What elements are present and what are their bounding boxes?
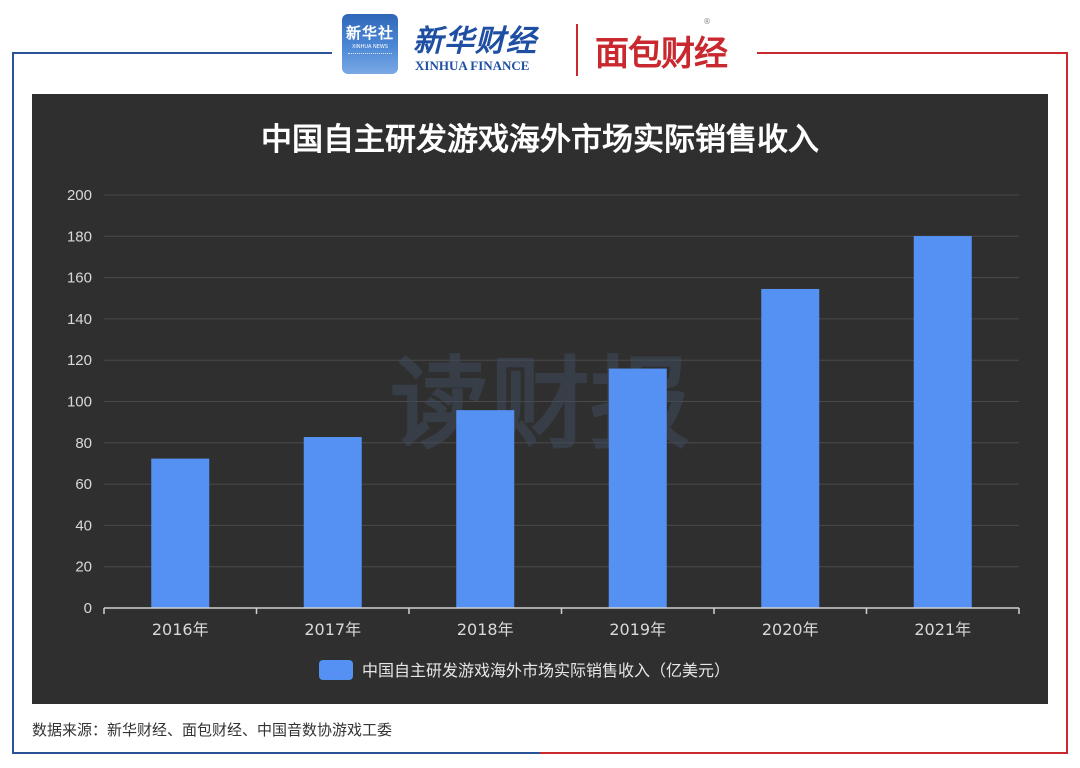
bar[interactable] <box>913 236 972 608</box>
network-dots-icon <box>348 53 392 68</box>
bar[interactable] <box>761 288 820 608</box>
header-logos: 新华社 XINHUA NEWS 新华财经 XINHUA FINANCE 面包财经… <box>335 10 755 80</box>
y-tick-label: 120 <box>67 352 92 369</box>
registered-mark: ® <box>703 17 711 26</box>
y-tick-label: 0 <box>84 600 92 617</box>
logo-divider <box>576 24 578 76</box>
x-tick-label: 2020年 <box>762 620 819 639</box>
x-tick-label: 2017年 <box>304 620 361 639</box>
frame-bottom-left <box>12 752 540 754</box>
frame-top-left <box>12 52 332 54</box>
bar[interactable] <box>303 437 362 608</box>
y-tick-label: 100 <box>67 394 92 411</box>
mianbao-finance-logo: 面包财经 <box>595 34 728 74</box>
y-tick-label: 60 <box>75 476 92 493</box>
frame-right-vertical <box>1066 52 1068 754</box>
x-tick-label: 2016年 <box>152 620 209 639</box>
xinhua-finance-logo-cn: 新华财经 <box>413 24 537 59</box>
legend-swatch <box>319 660 353 680</box>
y-tick-label: 140 <box>67 311 92 328</box>
x-tick-label: 2019年 <box>609 620 666 639</box>
frame-top-right <box>757 52 1067 54</box>
legend-label: 中国自主研发游戏海外市场实际销售收入（亿美元） <box>362 661 730 680</box>
chart-panel: 读财报 0 20 40 60 80 100 120 140 160 180 200 2016年 2017… <box>32 94 1048 704</box>
axes: 0 20 40 60 80 100 120 140 160 180 200 2016年 2017年 201… <box>67 187 1020 639</box>
y-tick-label: 160 <box>67 270 92 287</box>
bars <box>151 236 972 608</box>
xinhua-badge-subtext: XINHUA NEWS <box>351 44 389 50</box>
frame-left-vertical <box>12 52 14 754</box>
xinhua-badge-text: 新华社 <box>345 24 394 42</box>
gridlines <box>104 194 1019 568</box>
data-source-note: 数据来源：新华财经、面包财经、中国音数协游戏工委 <box>32 721 393 739</box>
bar[interactable] <box>456 410 515 608</box>
legend[interactable]: 中国自主研发游戏海外市场实际销售收入（亿美元） <box>319 660 730 680</box>
y-tick-label: 20 <box>75 559 92 576</box>
y-tick-label: 180 <box>67 228 92 245</box>
y-tick-label: 200 <box>67 187 92 204</box>
chart-title: 中国自主研发游戏海外市场实际销售收入 <box>261 122 819 158</box>
bar[interactable] <box>151 458 210 608</box>
xinhua-finance-logo-en: XINHUA FINANCE <box>415 58 530 73</box>
xinhua-news-logo: 新华社 XINHUA NEWS <box>342 14 398 74</box>
y-tick-label: 80 <box>75 435 92 452</box>
bar[interactable] <box>608 368 667 608</box>
y-tick-label: 40 <box>75 517 92 534</box>
x-tick-label: 2018年 <box>457 620 514 639</box>
frame-bottom-right <box>540 752 1068 754</box>
x-tick-label: 2021年 <box>914 620 971 639</box>
